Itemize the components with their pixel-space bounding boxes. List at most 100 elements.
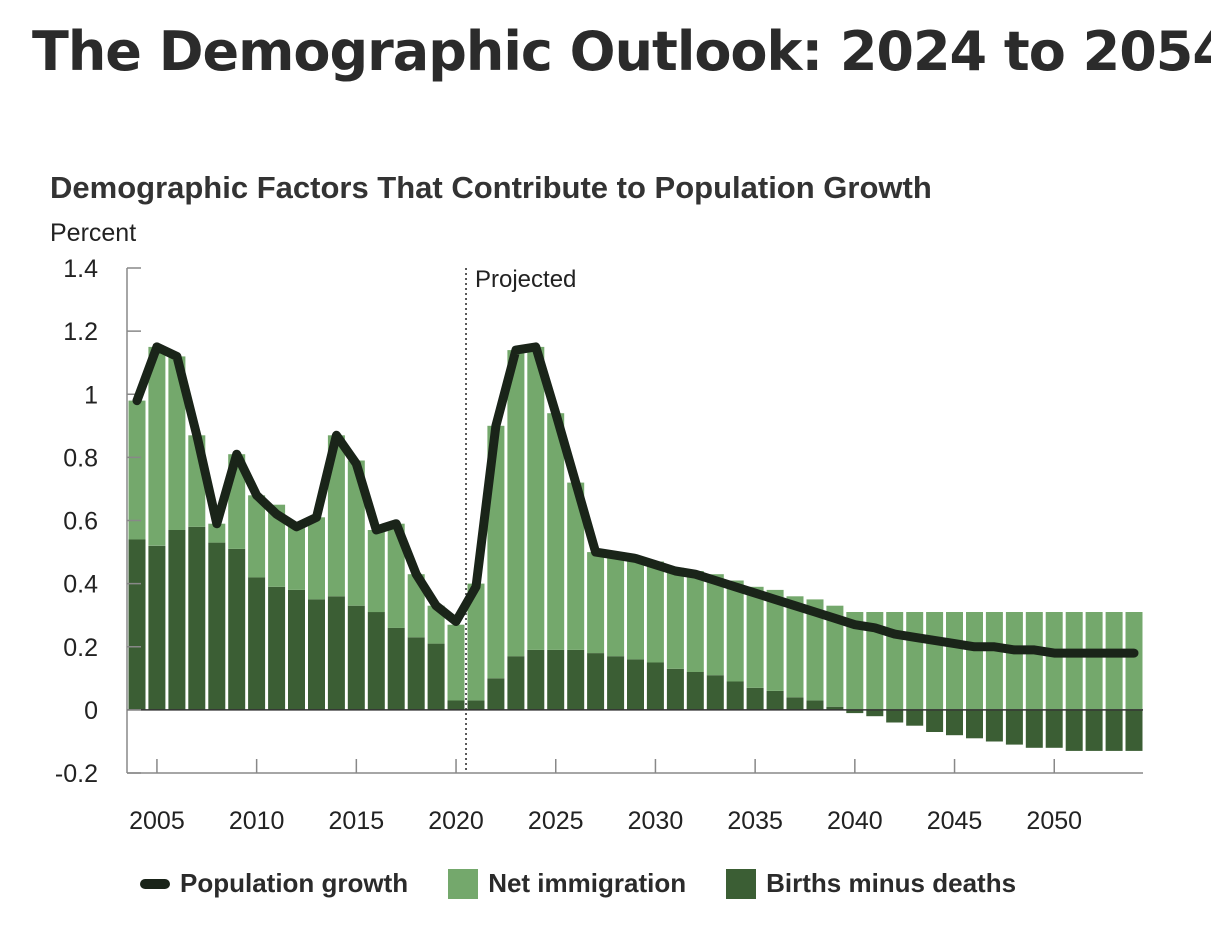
bar-net-immigration-2036 xyxy=(766,589,784,691)
bar-net-immigration-2049 xyxy=(1025,612,1043,710)
chart-title: Demographic Factors That Contribute to P… xyxy=(50,170,932,205)
y-axis-label: Percent xyxy=(50,219,136,247)
bar-net-immigration-2043 xyxy=(906,612,924,710)
y-tick-label: 0.6 xyxy=(63,508,98,536)
bar-births-minus-deaths-2019 xyxy=(427,643,445,710)
bar-births-minus-deaths-2052 xyxy=(1085,709,1103,751)
bar-net-immigration-2025 xyxy=(547,413,565,650)
bar-births-minus-deaths-2014 xyxy=(327,596,345,710)
bar-births-minus-deaths-2024 xyxy=(527,649,545,710)
bar-births-minus-deaths-2005 xyxy=(148,545,166,710)
legend-label-births-minus-deaths: Births minus deaths xyxy=(766,868,1017,898)
bar-births-minus-deaths-2021 xyxy=(467,700,485,710)
bar-net-immigration-2013 xyxy=(308,517,325,600)
legend-item-net-immigration: Net immigration xyxy=(448,868,686,899)
bar-births-minus-deaths-2023 xyxy=(507,656,525,710)
bar-births-minus-deaths-2034 xyxy=(726,681,744,710)
y-tick-label: 0.8 xyxy=(63,444,98,472)
bar-births-minus-deaths-2013 xyxy=(308,599,325,710)
bar-births-minus-deaths-2015 xyxy=(347,605,365,710)
bar-net-immigration-2005 xyxy=(148,346,166,546)
bar-net-immigration-2050 xyxy=(1045,612,1063,710)
bar-net-immigration-2040 xyxy=(846,612,864,710)
bar-births-minus-deaths-2006 xyxy=(168,530,186,710)
bar-net-immigration-2023 xyxy=(507,350,525,657)
bar-net-immigration-2010 xyxy=(248,495,266,578)
bar-births-minus-deaths-2020 xyxy=(447,700,465,710)
bar-births-minus-deaths-2054 xyxy=(1125,709,1143,751)
bar-net-immigration-2054 xyxy=(1125,612,1143,710)
bar-births-minus-deaths-2035 xyxy=(746,687,764,710)
bar-births-minus-deaths-2031 xyxy=(666,668,684,710)
bar-births-minus-deaths-2032 xyxy=(686,672,704,710)
bar-births-minus-deaths-2025 xyxy=(547,649,565,710)
x-tick-label: 2010 xyxy=(229,807,285,835)
bar-net-immigration-2017 xyxy=(387,523,405,628)
y-tick-label: 0.2 xyxy=(63,634,98,662)
bar-births-minus-deaths-2048 xyxy=(1005,709,1023,745)
bar-net-immigration-2016 xyxy=(367,530,385,613)
y-tick-label: 1.2 xyxy=(63,318,98,346)
bar-net-immigration-2011 xyxy=(268,504,286,587)
bar-net-immigration-2008 xyxy=(208,523,226,543)
legend-label-net-immigration: Net immigration xyxy=(488,868,687,898)
bar-births-minus-deaths-2009 xyxy=(228,548,246,710)
bar-births-minus-deaths-2026 xyxy=(567,649,585,710)
bar-births-minus-deaths-2051 xyxy=(1065,709,1083,751)
x-tick-label: 2020 xyxy=(428,807,484,835)
bar-births-minus-deaths-2046 xyxy=(966,709,983,739)
bar-net-immigration-2015 xyxy=(347,460,365,606)
bar-births-minus-deaths-2027 xyxy=(587,653,605,710)
legend-item-population-growth: Population growth xyxy=(140,868,408,899)
x-tick-label: 2025 xyxy=(528,807,584,835)
bar-net-immigration-2046 xyxy=(966,612,983,710)
bar-births-minus-deaths-2028 xyxy=(607,656,625,710)
legend-swatch-net-immigration xyxy=(448,868,479,899)
x-tick-label: 2030 xyxy=(628,807,684,835)
x-tick-label: 2050 xyxy=(1026,807,1082,835)
bar-births-minus-deaths-2045 xyxy=(946,709,963,736)
bar-births-minus-deaths-2018 xyxy=(407,637,425,710)
bar-net-immigration-2041 xyxy=(866,612,884,710)
bar-net-immigration-2019 xyxy=(427,605,445,644)
bar-births-minus-deaths-2037 xyxy=(786,697,804,710)
bar-births-minus-deaths-2011 xyxy=(268,586,286,710)
bar-births-minus-deaths-2053 xyxy=(1105,709,1123,751)
chart-legend: Population growth Net immigration Births… xyxy=(140,868,1056,899)
bar-net-immigration-2052 xyxy=(1085,612,1103,710)
bar-births-minus-deaths-2029 xyxy=(627,659,644,710)
legend-swatch-births-minus-deaths xyxy=(726,868,757,899)
bar-net-immigration-2038 xyxy=(806,599,824,701)
bar-net-immigration-2006 xyxy=(168,356,186,530)
bar-net-immigration-2035 xyxy=(746,586,764,688)
bar-net-immigration-2026 xyxy=(567,482,585,650)
bar-net-immigration-2027 xyxy=(587,552,605,654)
bar-births-minus-deaths-2044 xyxy=(926,709,944,732)
legend-item-births-minus-deaths: Births minus deaths xyxy=(726,868,1016,899)
bar-net-immigration-2037 xyxy=(786,596,804,698)
bar-net-immigration-2034 xyxy=(726,580,744,682)
bar-births-minus-deaths-2040 xyxy=(846,709,864,714)
bar-births-minus-deaths-2036 xyxy=(766,690,784,710)
bar-births-minus-deaths-2008 xyxy=(208,542,226,710)
bar-net-immigration-2053 xyxy=(1105,612,1123,710)
bar-births-minus-deaths-2047 xyxy=(985,709,1003,742)
bar-net-immigration-2033 xyxy=(706,574,724,676)
bar-births-minus-deaths-2012 xyxy=(288,589,305,710)
line-population-growth xyxy=(132,342,1139,658)
bar-births-minus-deaths-2043 xyxy=(906,709,924,726)
bar-net-immigration-2031 xyxy=(666,567,684,669)
bar-net-immigration-2020 xyxy=(447,624,465,701)
projection-label: Projected xyxy=(475,266,576,293)
x-tick-label: 2015 xyxy=(329,807,385,835)
population-growth-chart: Percent 1.4 1.2 1 0.8 0.6 0.4 0.2 0 -0.2 2005 2010… xyxy=(50,219,1143,835)
bar-net-immigration-2029 xyxy=(627,558,644,660)
bar-births-minus-deaths-2022 xyxy=(487,678,505,710)
y-tick-label: 1.4 xyxy=(63,255,98,283)
bar-net-immigration-2012 xyxy=(288,526,305,590)
bar-births-minus-deaths-2039 xyxy=(826,706,844,710)
x-tick-label: 2045 xyxy=(927,807,983,835)
bar-net-immigration-2024 xyxy=(527,346,545,650)
bar-net-immigration-2039 xyxy=(826,605,844,707)
y-tick-label: 0.4 xyxy=(63,571,98,599)
